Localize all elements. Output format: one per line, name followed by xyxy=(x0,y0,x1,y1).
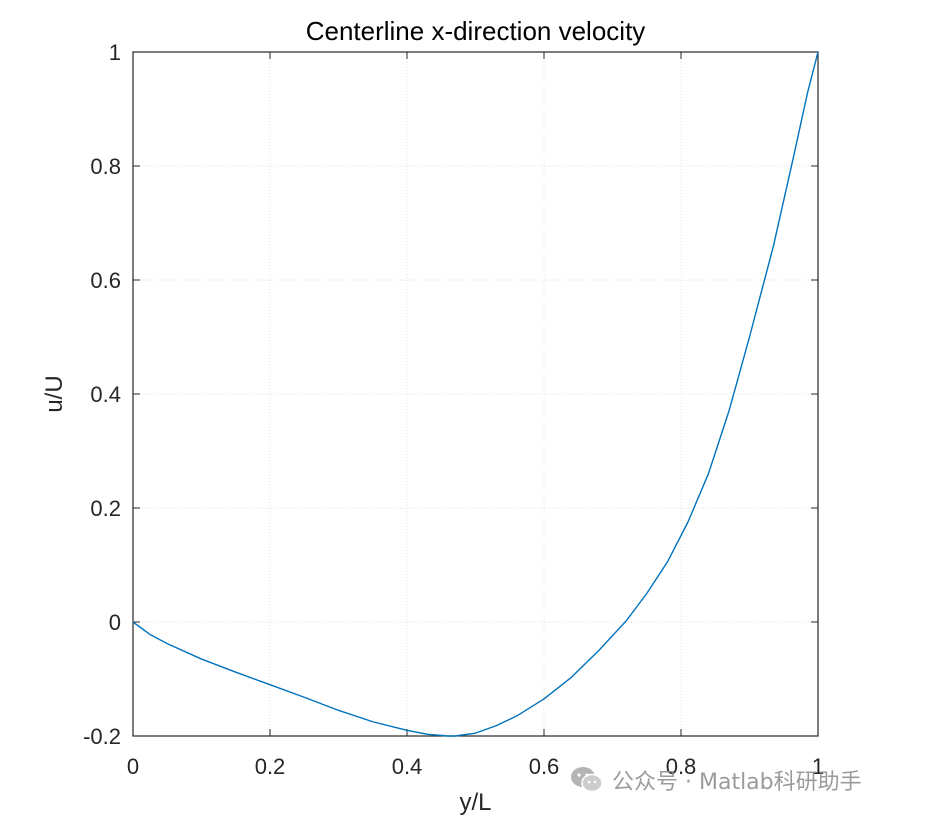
x-axis-title: y/L xyxy=(459,789,491,816)
watermark-text: 公众号 · Matlab科研助手 xyxy=(612,770,862,795)
series-line xyxy=(132,51,819,737)
x-tick-label: 0 xyxy=(127,754,139,779)
axis-ticks xyxy=(132,51,819,737)
chart-title: Centerline x-direction velocity xyxy=(306,16,646,46)
y-axis-title: u/U xyxy=(41,375,68,412)
x-tick-label: 0.6 xyxy=(529,754,560,779)
y-tick-label: -0.2 xyxy=(83,724,121,749)
y-tick-label: 0.8 xyxy=(90,154,121,179)
watermark: 公众号 · Matlab科研助手 xyxy=(570,762,862,798)
series-layer xyxy=(132,51,819,737)
y-tick-labels: -0.2 0 0.2 0.4 0.6 0.8 1 xyxy=(83,40,121,749)
x-tick-label: 0.2 xyxy=(255,754,286,779)
x-tick-label: 0.8 xyxy=(666,754,697,779)
x-tick-label: 0.4 xyxy=(392,754,423,779)
y-tick-label: 0.6 xyxy=(90,268,121,293)
y-tick-label: 0.2 xyxy=(90,496,121,521)
y-tick-label: 1 xyxy=(109,40,121,65)
x-tick-labels: 0 0.2 0.4 0.6 0.8 1 xyxy=(127,754,824,779)
x-tick-label: 1 xyxy=(812,754,824,779)
y-tick-label: 0.4 xyxy=(90,382,121,407)
wechat-icon xyxy=(570,765,604,795)
y-tick-label: 0 xyxy=(109,610,121,635)
